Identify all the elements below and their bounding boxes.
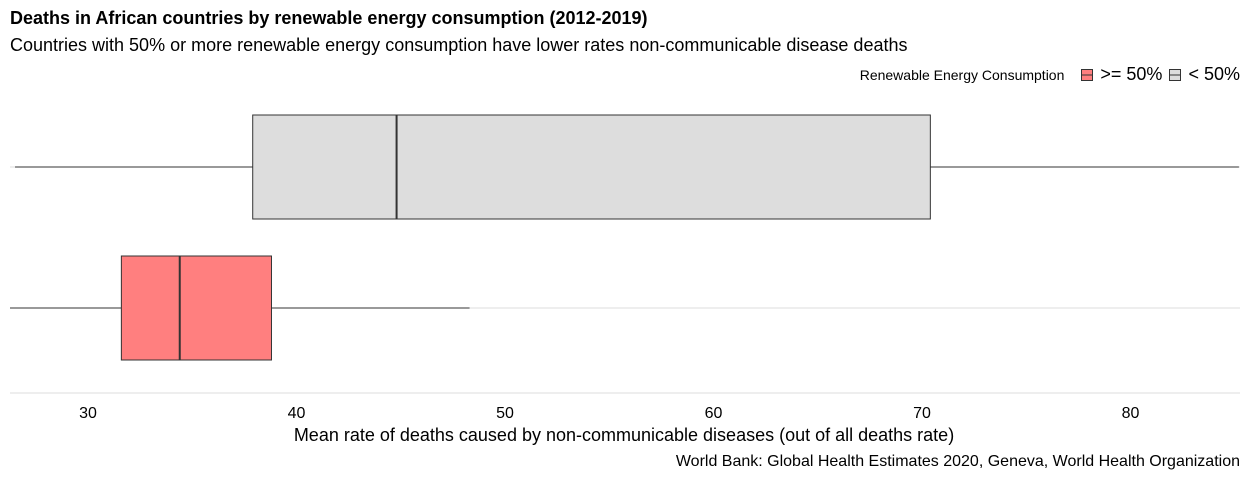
x-tick-label-0: 30 [79, 405, 97, 422]
x-tick-label-2: 50 [496, 405, 514, 422]
box-0 [252, 114, 931, 220]
x-axis-label: Mean rate of deaths caused by non-commun… [293, 425, 955, 445]
legend-label-high: >= 50% [1100, 64, 1163, 84]
legend-key-high [1081, 68, 1094, 81]
x-tick-label-4: 70 [913, 405, 931, 422]
chart-title: Deaths in African countries by renewable… [10, 8, 648, 28]
x-tick-label-1: 40 [288, 405, 306, 422]
box-1 [120, 255, 272, 361]
x-tick-label-5: 80 [1122, 405, 1140, 422]
x-tick-label-3: 60 [705, 405, 723, 422]
legend-title: Renewable Energy Consumption [859, 66, 1065, 83]
legend: Renewable Energy Consumption >= 50% < 50… [860, 64, 1240, 85]
legend-key-low [1169, 68, 1182, 81]
legend-item-low: < 50% [1168, 64, 1240, 85]
legend-label-low: < 50% [1188, 64, 1240, 84]
legend-item-high: >= 50% [1080, 64, 1162, 85]
chart-subtitle: Countries with 50% or more renewable ene… [10, 35, 908, 55]
chart-caption: World Bank: Global Health Estimates 2020… [675, 453, 1240, 470]
